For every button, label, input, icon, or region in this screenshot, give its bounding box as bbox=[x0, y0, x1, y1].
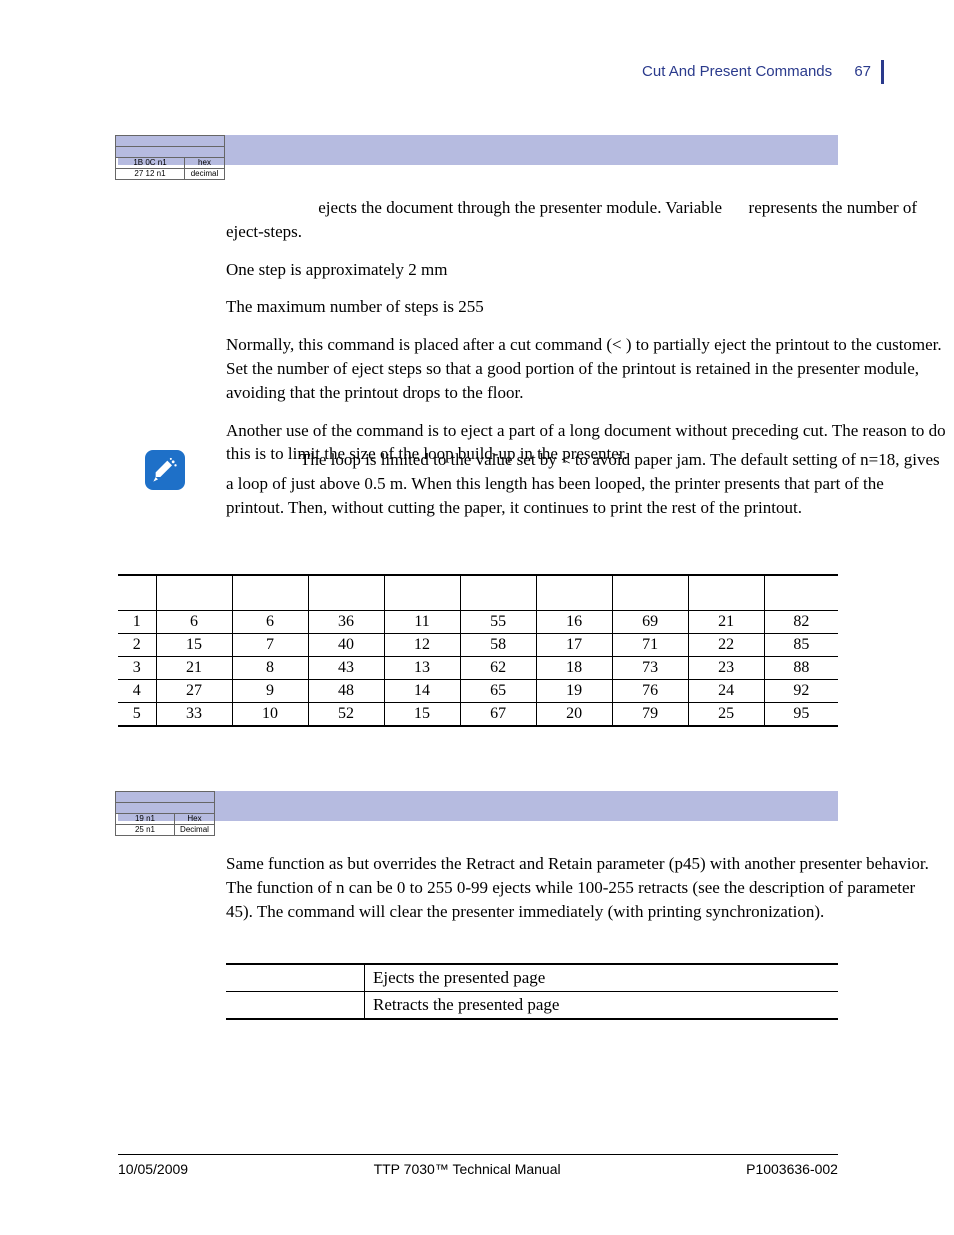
note-text: The loop is limited to the value set by … bbox=[226, 448, 946, 533]
cmd2-code1: 19 n1 bbox=[116, 814, 175, 825]
eject-table-body: 16 636 1155 1669 2182 215 740 1258 1771 … bbox=[118, 611, 838, 727]
paragraph-7: Same function as but overrides the Retra… bbox=[226, 852, 946, 923]
page: Cut And Present Commands 67 1B 0C n1hex … bbox=[0, 0, 954, 1235]
command-banner-2 bbox=[118, 791, 838, 821]
cmd2-label1: Hex bbox=[175, 814, 215, 825]
table-row: Ejects the presented page bbox=[226, 964, 838, 992]
body-text-1: ejects the document through the presente… bbox=[226, 196, 946, 480]
table-row: 533 1052 1567 2079 2595 bbox=[118, 703, 838, 727]
cmd1-code1: 1B 0C n1 bbox=[116, 158, 185, 169]
body-text-2: Same function as but overrides the Retra… bbox=[226, 852, 946, 937]
command-code-box-1: 1B 0C n1hex 27 12 n1decimal bbox=[115, 135, 225, 180]
table-header-row bbox=[118, 575, 838, 611]
paragraph-3: The maximum number of steps is 255 bbox=[226, 295, 946, 319]
section-title: Cut And Present Commands bbox=[642, 63, 832, 80]
page-footer: 10/05/2009 TTP 7030™ Technical Manual P1… bbox=[118, 1154, 838, 1177]
footer-title: TTP 7030™ Technical Manual bbox=[374, 1161, 561, 1177]
table-row: 427 948 1465 1976 2492 bbox=[118, 680, 838, 703]
paragraph-2: One step is approximately 2 mm bbox=[226, 258, 946, 282]
command-banner-1 bbox=[118, 135, 838, 165]
cmd2-code2: 25 n1 bbox=[116, 825, 175, 836]
cmd1-code2: 27 12 n1 bbox=[116, 169, 185, 180]
eject-length-table: 16 636 1155 1669 2182 215 740 1258 1771 … bbox=[118, 574, 838, 727]
cmd2-label2: Decimal bbox=[175, 825, 215, 836]
paragraph-1: ejects the document through the presente… bbox=[226, 196, 946, 244]
paragraph-6: The loop is limited to the value set by … bbox=[226, 448, 946, 519]
note-icon bbox=[145, 450, 185, 490]
cmd1-label2: decimal bbox=[185, 169, 225, 180]
behavior-table: Ejects the presented page Retracts the p… bbox=[226, 963, 838, 1020]
paragraph-4: Normally, this command is placed after a… bbox=[226, 333, 946, 404]
page-number: 67 bbox=[854, 63, 871, 80]
table-row: 16 636 1155 1669 2182 bbox=[118, 611, 838, 634]
table-row: 321 843 1362 1873 2388 bbox=[118, 657, 838, 680]
pencil-note-icon bbox=[151, 456, 179, 484]
page-header: Cut And Present Commands 67 bbox=[642, 60, 884, 84]
cmd1-label1: hex bbox=[185, 158, 225, 169]
table-row: 215 740 1258 1771 2285 bbox=[118, 634, 838, 657]
footer-docnum: P1003636-002 bbox=[746, 1161, 838, 1177]
footer-date: 10/05/2009 bbox=[118, 1161, 188, 1177]
table-row: Retracts the presented page bbox=[226, 992, 838, 1020]
command-code-box-2: 19 n1Hex 25 n1Decimal bbox=[115, 791, 215, 836]
